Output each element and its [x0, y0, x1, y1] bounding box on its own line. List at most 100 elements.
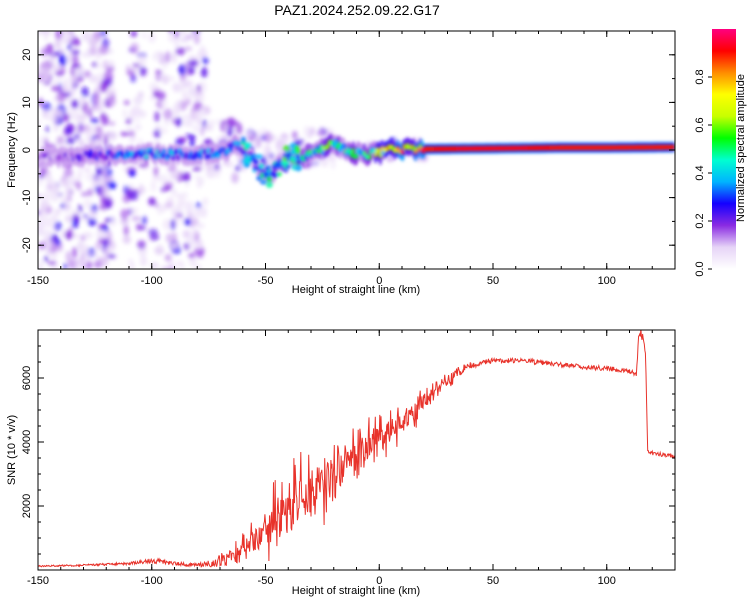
noise-speckle	[38, 265, 42, 269]
noise-speckle	[106, 77, 113, 86]
noise-speckle	[105, 88, 112, 99]
noise-speckle	[200, 66, 208, 78]
noise-speckle	[128, 190, 139, 201]
noise-speckle	[170, 218, 176, 231]
noise-speckle	[54, 220, 62, 232]
snr-x-tick-label: 0	[376, 575, 382, 587]
noise-speckle	[103, 135, 109, 147]
noise-speckle	[76, 174, 82, 181]
noise-speckle	[214, 119, 222, 125]
noise-speckle	[132, 207, 139, 214]
noise-speckle	[154, 202, 160, 209]
snr-panel: -150 -100 -50 0 50 100 2000 4000 6000 Height of …	[6, 329, 676, 597]
noise-speckle	[54, 118, 60, 123]
noise-speckle	[78, 96, 85, 106]
ridge-core-blob	[341, 143, 346, 150]
ridge-core-blob	[236, 141, 241, 147]
ridge-scatter-blob	[260, 179, 267, 185]
noise-speckle	[197, 248, 204, 259]
noise-speckle	[38, 227, 45, 236]
noise-speckle	[149, 82, 159, 92]
snr-x-axis-label: Height of straight line (km)	[292, 585, 420, 597]
noise-speckle	[101, 171, 107, 177]
noise-speckle	[175, 47, 186, 56]
snr-x-tick-label: -100	[141, 575, 163, 587]
noise-speckle	[107, 48, 114, 55]
noise-speckle	[197, 48, 208, 59]
noise-speckle	[205, 162, 213, 171]
noise-speckle	[52, 64, 61, 72]
noise-speckle	[120, 131, 130, 137]
ridge-core-blob	[209, 147, 214, 154]
noise-speckle	[192, 166, 202, 172]
ridge-core-blob	[144, 154, 149, 160]
ridge-core-blob	[326, 144, 330, 150]
noise-speckle	[159, 174, 169, 185]
noise-speckle	[161, 74, 170, 85]
noise-speckle	[101, 114, 109, 126]
noise-speckle	[175, 117, 182, 127]
noise-speckle	[95, 62, 103, 70]
noise-speckle	[94, 125, 103, 134]
noise-speckle	[136, 222, 142, 231]
noise-speckle	[184, 201, 195, 213]
ridge-core-blob	[171, 154, 176, 160]
ridge-scatter-blob	[294, 144, 299, 152]
noise-speckle	[93, 249, 99, 259]
noise-speckle	[63, 168, 74, 178]
noise-speckle	[185, 34, 194, 40]
ridge-core-blob	[254, 159, 258, 165]
ridge-core-blob	[372, 147, 376, 153]
noise-speckle	[103, 59, 108, 70]
noise-speckle	[149, 233, 160, 241]
ridge-scatter-blob	[283, 145, 291, 151]
noise-speckle	[151, 53, 162, 61]
snr-y-tick-label: 4000	[21, 430, 33, 454]
snr-x-tick-label: 100	[598, 575, 616, 587]
noise-speckle	[227, 160, 234, 168]
ridge-scatter-blob	[264, 166, 271, 171]
noise-speckle	[38, 177, 43, 186]
noise-speckle	[138, 110, 147, 118]
noise-speckle	[122, 235, 131, 244]
noise-speckle	[62, 80, 69, 91]
noise-speckle	[182, 229, 191, 239]
ridge-core-blob	[149, 147, 153, 154]
noise-speckle	[303, 125, 310, 137]
noise-speckle	[138, 138, 144, 147]
noise-speckle	[150, 180, 157, 192]
noise-speckle	[55, 238, 61, 247]
noise-speckle	[162, 218, 173, 230]
noise-speckle	[137, 54, 147, 67]
ridge-core-blob	[169, 150, 174, 156]
noise-speckle	[188, 253, 195, 259]
noise-speckle	[106, 60, 115, 68]
noise-speckle	[201, 56, 209, 65]
ridge-core-blob	[104, 154, 109, 160]
noise-speckle	[161, 265, 168, 269]
noise-speckle	[120, 208, 129, 221]
ridge-core-blob	[354, 153, 359, 159]
noise-speckle	[85, 166, 91, 174]
noise-speckle	[165, 233, 173, 243]
noise-speckle	[72, 246, 78, 259]
ridge-scatter-blob	[282, 156, 288, 162]
snr-plot-area	[38, 330, 675, 570]
noise-speckle	[95, 175, 105, 185]
ridge-scatter-blob	[291, 163, 296, 171]
noise-speckle	[43, 49, 53, 54]
noise-speckle	[99, 31, 107, 37]
noise-speckle	[138, 183, 144, 196]
noise-speckle	[188, 134, 196, 140]
ridge-core-blob	[160, 152, 165, 159]
noise-speckle	[49, 192, 60, 202]
noise-speckle	[182, 90, 188, 103]
noise-speckle	[129, 261, 135, 269]
noise-speckle	[79, 243, 90, 252]
ridge-core-blob	[337, 142, 341, 148]
noise-speckle	[42, 102, 52, 112]
noise-speckle	[107, 131, 118, 141]
noise-speckle	[68, 177, 78, 185]
noise-speckle	[310, 127, 315, 136]
